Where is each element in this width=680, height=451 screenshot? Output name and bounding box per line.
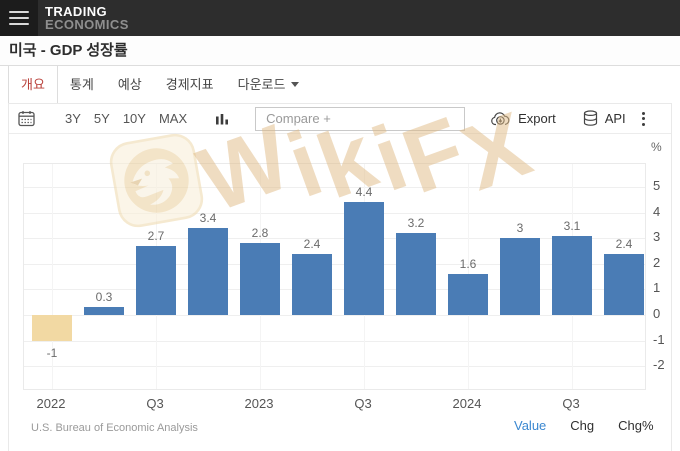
tab-label: 통계 <box>69 77 94 92</box>
bar-value-label: 3.4 <box>199 210 217 225</box>
bar-10[interactable] <box>500 238 540 315</box>
gridline-y-2 <box>24 263 645 265</box>
y-axis-unit: % <box>651 140 662 154</box>
export-label: Export <box>518 111 556 126</box>
bar-value-label: 2.8 <box>251 226 269 241</box>
x-tick-label: Q3 <box>146 396 164 411</box>
database-icon <box>583 110 598 127</box>
x-tick-label: Q3 <box>354 396 372 411</box>
chevron-down-icon <box>291 82 300 87</box>
bar-value-label: 3 <box>516 221 524 236</box>
bar-7[interactable] <box>344 202 384 315</box>
source-attribution: U.S. Bureau of Economic Analysis <box>31 422 198 434</box>
tab-1[interactable]: 개요 <box>8 66 58 103</box>
chart-toolbar: 3Y 5Y 10Y MAX Export <box>9 104 671 134</box>
bar-value-label: 3.1 <box>563 218 581 233</box>
bar-3[interactable] <box>136 245 176 315</box>
bar-11[interactable] <box>552 235 592 315</box>
tab-5[interactable]: 다운로드 <box>226 66 312 103</box>
footer-link-chg[interactable]: Chg% <box>618 418 654 433</box>
page-title: 미국 - GDP 성장률 <box>0 36 680 65</box>
footer-link-chg[interactable]: Chg <box>570 418 595 433</box>
bar-value-label: 2.4 <box>303 236 321 251</box>
range-button-10y[interactable]: 10Y <box>122 111 146 126</box>
bar-2[interactable] <box>84 307 124 315</box>
x-tick-label: 2022 <box>36 396 66 411</box>
gridline-x <box>52 164 53 389</box>
gridline-y-5 <box>24 187 645 188</box>
tab-4[interactable]: 경제지표 <box>154 66 226 103</box>
x-tick-label: 2024 <box>452 396 482 411</box>
y-tick-label: -2 <box>653 357 665 373</box>
y-tick-label: 3 <box>653 229 661 245</box>
x-tick-label: Q3 <box>562 396 580 411</box>
brand-line1: TRADING <box>45 3 108 19</box>
tab-label: 경제지표 <box>165 77 214 92</box>
bar-value-label: 0.3 <box>95 290 113 305</box>
gridline-y--1 <box>24 340 645 342</box>
range-button-3y[interactable]: 3Y <box>65 111 81 126</box>
y-tick-label: -1 <box>653 331 665 347</box>
tab-2[interactable]: 통계 <box>58 66 106 103</box>
bar-8[interactable] <box>396 233 436 315</box>
hamburger-menu-icon[interactable] <box>0 0 38 36</box>
tab-bar: 개요 통계 예상 경제지표 다운로드 <box>0 65 680 103</box>
bar-value-label: 3.2 <box>407 216 425 231</box>
api-label: API <box>604 111 626 126</box>
gridline-y-3 <box>24 238 645 240</box>
bar-6[interactable] <box>292 253 332 315</box>
cloud-download-icon <box>490 111 511 126</box>
bar-1[interactable] <box>32 315 72 341</box>
calendar-icon[interactable] <box>18 110 35 127</box>
y-tick-label: 1 <box>653 280 661 296</box>
gridline-y-0 <box>24 315 645 316</box>
tab-3[interactable]: 예상 <box>106 66 154 103</box>
bar-value-label: 2.4 <box>615 236 633 251</box>
range-button-5y[interactable]: 5Y <box>93 111 110 126</box>
range-buttons: 3Y 5Y 10Y MAX <box>65 111 187 126</box>
bar-chart-icon[interactable] <box>215 112 229 126</box>
x-tick-label: 2023 <box>244 396 274 411</box>
y-tick-label: 2 <box>653 254 661 270</box>
brand-logo[interactable]: TRADING ECONOMICS <box>45 3 129 32</box>
footer-link-value[interactable]: Value <box>514 418 547 433</box>
tab-label: 다운로드 <box>237 77 286 92</box>
bar-9[interactable] <box>448 274 488 315</box>
tab-label: 예상 <box>117 77 142 92</box>
y-tick-label: 0 <box>653 306 661 321</box>
chart-panel: 3Y 5Y 10Y MAX Export <box>8 92 672 451</box>
gridline-y-1 <box>24 289 645 291</box>
gridline-y-4 <box>24 212 645 214</box>
footer-links: Value Chg Chg% <box>514 418 654 433</box>
top-bar: TRADING ECONOMICS <box>0 0 680 36</box>
plot-area: -1 0.3 2.7 3.4 2.8 2.4 4.4 3.2 1.6 3 3.1 2.4 <box>23 163 646 390</box>
y-tick-label: 5 <box>653 178 661 193</box>
compare-input[interactable] <box>255 106 466 131</box>
tab-label: 개요 <box>21 77 45 92</box>
y-tick-label: 4 <box>653 203 661 219</box>
more-options-icon[interactable] <box>640 110 647 128</box>
bar-value-label: -1 <box>46 345 58 360</box>
export-button[interactable]: Export <box>490 111 556 126</box>
bar-value-label: 2.7 <box>147 228 165 243</box>
bar-12[interactable] <box>604 253 644 315</box>
bar-value-label: 4.4 <box>355 185 373 200</box>
api-button[interactable]: API <box>583 110 626 127</box>
gridline-y--2 <box>24 366 645 368</box>
bar-4[interactable] <box>188 227 228 315</box>
bar-5[interactable] <box>240 243 280 315</box>
bar-value-label: 1.6 <box>459 257 477 272</box>
brand-line2: ECONOMICS <box>45 16 129 32</box>
range-button-max[interactable]: MAX <box>158 111 188 126</box>
